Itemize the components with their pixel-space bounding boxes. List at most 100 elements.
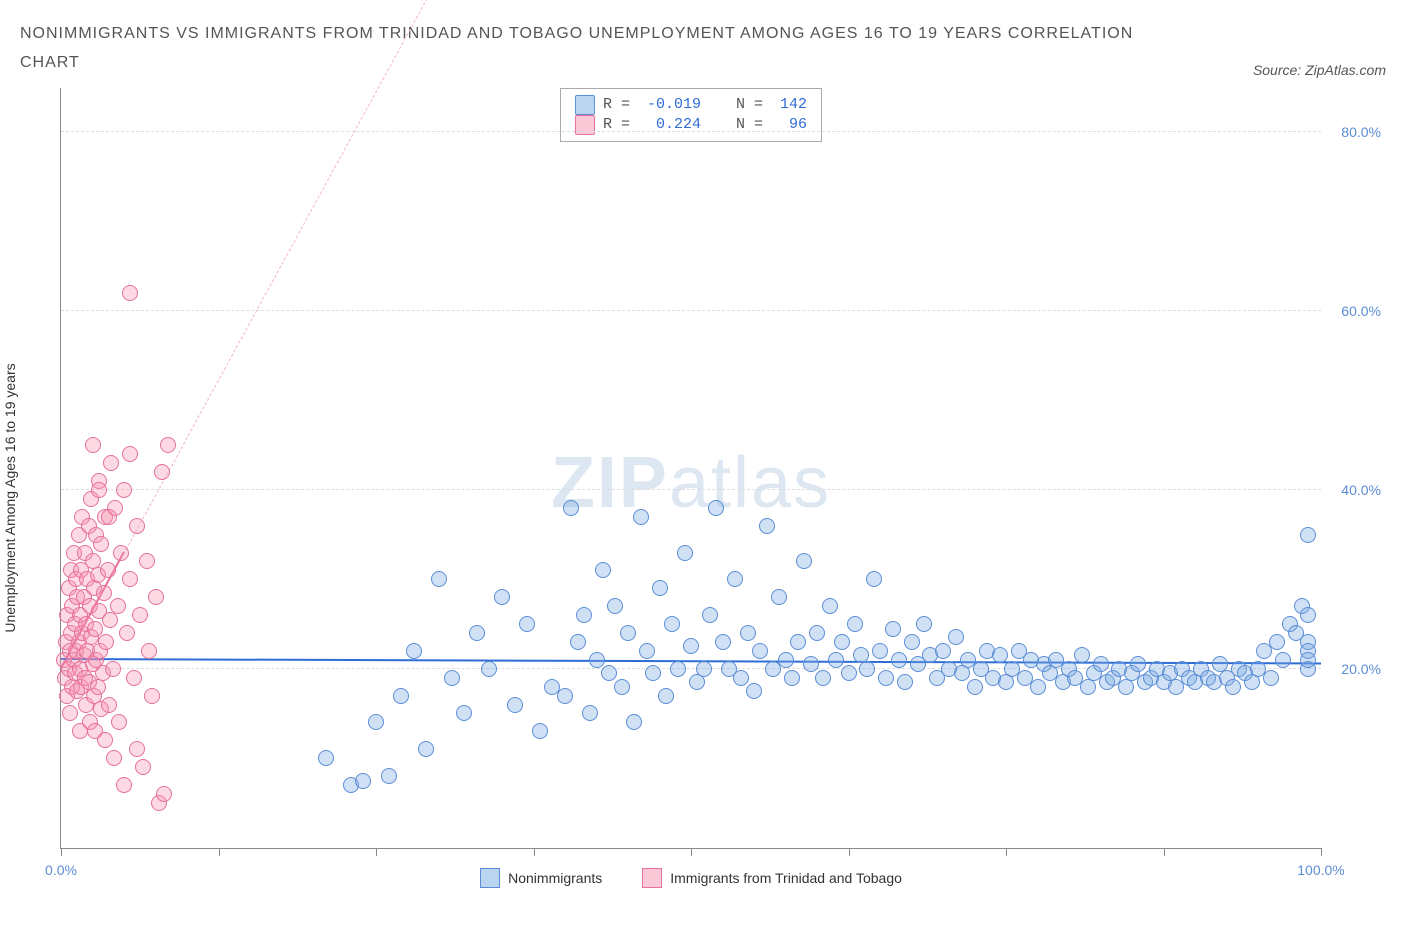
legend-item: Nonimmigrants: [480, 868, 602, 888]
scatter-point: [111, 714, 127, 730]
scatter-point: [103, 455, 119, 471]
scatter-point: [105, 661, 121, 677]
scatter-point: [891, 652, 907, 668]
stats-row: R = -0.019 N = 142: [575, 95, 807, 115]
scatter-point: [113, 545, 129, 561]
scatter-point: [866, 571, 882, 587]
scatter-point: [1300, 527, 1316, 543]
scatter-point: [916, 616, 932, 632]
scatter-point: [1074, 647, 1090, 663]
scatter-point: [708, 500, 724, 516]
scatter-point: [148, 589, 164, 605]
correlation-stats-box: R = -0.019 N = 142R = 0.224 N = 96: [560, 88, 822, 142]
scatter-point: [614, 679, 630, 695]
scatter-point: [563, 500, 579, 516]
scatter-point: [116, 777, 132, 793]
x-tick: [376, 848, 377, 856]
scatter-point: [595, 562, 611, 578]
x-tick-label: 100.0%: [1297, 862, 1344, 878]
scatter-point: [1225, 679, 1241, 695]
scatter-point: [85, 437, 101, 453]
x-tick-label: 0.0%: [45, 862, 77, 878]
scatter-point: [696, 661, 712, 677]
scatter-point: [101, 509, 117, 525]
scatter-point: [670, 661, 686, 677]
y-tick-label: 40.0%: [1341, 482, 1381, 498]
scatter-point: [727, 571, 743, 587]
scatter-point: [778, 652, 794, 668]
n-value: 142: [780, 96, 807, 113]
scatter-point: [1093, 656, 1109, 672]
scatter-point: [110, 598, 126, 614]
scatter-point: [122, 446, 138, 462]
legend-item: Immigrants from Trinidad and Tobago: [642, 868, 902, 888]
y-tick-label: 20.0%: [1341, 661, 1381, 677]
scatter-point: [859, 661, 875, 677]
scatter-point: [101, 697, 117, 713]
scatter-point: [1269, 634, 1285, 650]
scatter-point: [740, 625, 756, 641]
scatter-point: [847, 616, 863, 632]
scatter-point: [589, 652, 605, 668]
scatter-point: [885, 621, 901, 637]
scatter-point: [122, 571, 138, 587]
scatter-point: [160, 437, 176, 453]
scatter-point: [318, 750, 334, 766]
legend-swatch: [575, 95, 595, 115]
scatter-point: [664, 616, 680, 632]
scatter-point: [897, 674, 913, 690]
scatter-point: [132, 607, 148, 623]
watermark-light: atlas: [669, 443, 831, 523]
scatter-point: [96, 585, 112, 601]
scatter-point: [532, 723, 548, 739]
scatter-point: [116, 482, 132, 498]
scatter-point: [715, 634, 731, 650]
scatter-point: [822, 598, 838, 614]
scatter-point: [878, 670, 894, 686]
scatter-point: [677, 545, 693, 561]
legend-label: Nonimmigrants: [508, 870, 602, 886]
scatter-point: [601, 665, 617, 681]
scatter-point: [126, 670, 142, 686]
scatter-point: [122, 285, 138, 301]
scatter-point: [570, 634, 586, 650]
scatter-point: [481, 661, 497, 677]
legend-swatch: [480, 868, 500, 888]
chart-title: NONIMMIGRANTS VS IMMIGRANTS FROM TRINIDA…: [20, 20, 1170, 78]
scatter-point: [620, 625, 636, 641]
scatter-point: [97, 732, 113, 748]
scatter-point: [992, 647, 1008, 663]
scatter-point: [1263, 670, 1279, 686]
watermark: ZIPatlas: [551, 442, 831, 524]
legend-swatch: [642, 868, 662, 888]
scatter-point: [456, 705, 472, 721]
scatter-point: [702, 607, 718, 623]
scatter-point: [796, 553, 812, 569]
scatter-plot: ZIPatlas R = -0.019 N = 142R = 0.224 N =…: [60, 88, 1321, 849]
scatter-point: [652, 580, 668, 596]
scatter-point: [948, 629, 964, 645]
x-tick: [1164, 848, 1165, 856]
scatter-point: [935, 643, 951, 659]
x-tick: [1321, 848, 1322, 856]
scatter-point: [156, 786, 172, 802]
scatter-point: [100, 562, 116, 578]
y-tick-label: 60.0%: [1341, 303, 1381, 319]
scatter-point: [746, 683, 762, 699]
scatter-point: [72, 723, 88, 739]
scatter-point: [790, 634, 806, 650]
scatter-point: [106, 750, 122, 766]
scatter-point: [633, 509, 649, 525]
n-label: N =: [709, 96, 772, 113]
series-legend: Nonimmigrants Immigrants from Trinidad an…: [61, 868, 1321, 888]
scatter-point: [815, 670, 831, 686]
x-tick: [849, 848, 850, 856]
scatter-point: [967, 679, 983, 695]
r-label: R =: [603, 96, 639, 113]
x-tick: [219, 848, 220, 856]
scatter-point: [1300, 652, 1316, 668]
scatter-point: [62, 705, 78, 721]
gridline: [61, 131, 1321, 132]
scatter-point: [519, 616, 535, 632]
scatter-point: [809, 625, 825, 641]
